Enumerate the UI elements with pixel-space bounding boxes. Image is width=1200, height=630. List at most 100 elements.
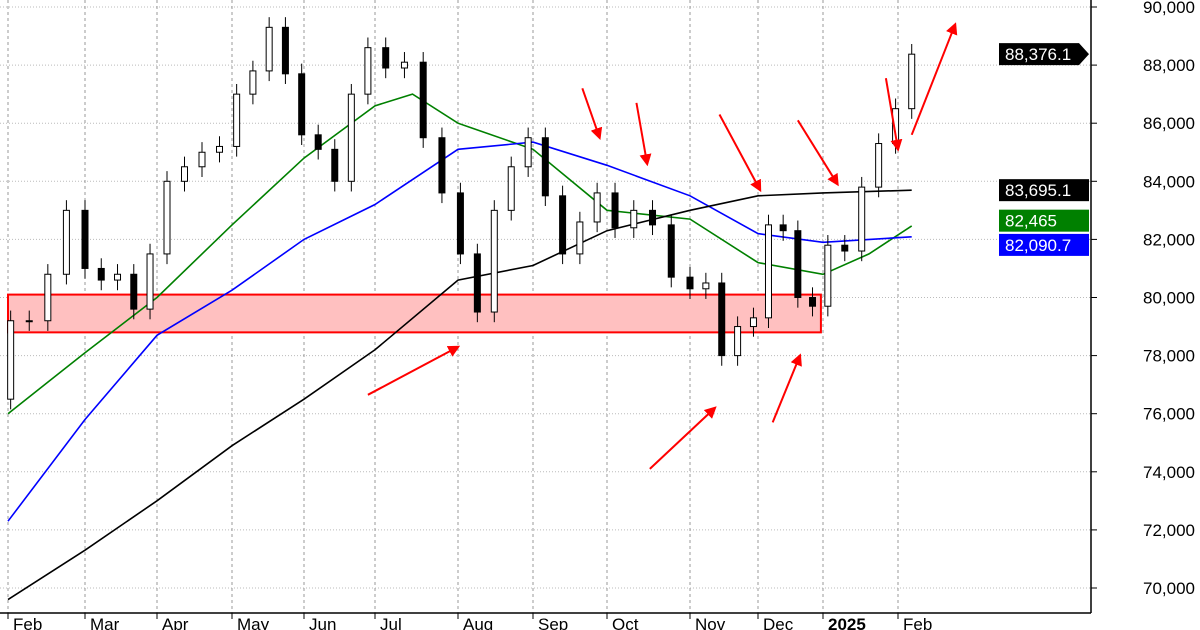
ma-green-tag-bg [999,209,1089,232]
candle-body [593,192,601,223]
candle-body [97,267,105,281]
annotation-arrow [649,406,717,470]
candle [702,272,710,299]
x-tick-label: Aug [463,615,493,630]
y-tick-label: 90,000 [1143,0,1195,17]
candle [649,200,657,236]
candle-body [7,320,15,400]
y-tick-label: 88,000 [1143,56,1195,75]
candle-body [130,273,138,310]
candle [97,258,105,291]
candle [81,200,89,279]
candle-body [749,317,757,328]
candle-body [507,166,515,211]
candle [576,211,584,265]
x-tick-label: Feb [903,615,932,630]
candle-body [44,273,52,322]
candle [364,37,372,105]
candle [438,127,446,204]
candle-body [314,134,322,150]
candle-body [146,253,154,310]
candle [181,156,188,192]
candle [265,17,273,82]
candle-body [438,137,446,194]
annotation-arrow [718,114,762,193]
candle-body [809,297,817,307]
candle [809,287,817,317]
candle [163,171,171,265]
candle [779,214,787,241]
annotation-arrow [367,345,461,396]
y-tick-label: 70,000 [1143,579,1195,598]
candle-body [163,180,171,255]
candle-body [347,93,355,182]
candle [630,200,638,238]
candle-body [824,244,832,307]
annotation-arrow [771,353,802,423]
candle [298,63,306,145]
candle [25,310,33,331]
candle-body [718,282,726,357]
ma-green-tag-text: 82,465 [1005,212,1057,231]
candle-body [114,273,122,281]
x-tick-label: 2025 [828,615,866,630]
candle [824,235,832,317]
candle [841,235,849,262]
candle [473,243,481,323]
candle [908,44,916,119]
candle [216,136,223,163]
candle-body [875,143,883,188]
candle-body [764,224,772,319]
annotation-arrow [884,78,903,152]
candle-body [576,221,584,255]
candle [114,264,122,291]
x-tick-label: Jul [380,615,402,630]
candle-body [686,276,694,290]
candle [281,17,289,84]
candle-body [456,192,464,255]
candle [62,200,70,285]
candle [233,83,241,157]
candle-body [702,282,710,290]
candle [718,272,726,366]
candle [559,185,567,265]
candle-body [249,70,257,95]
candle-body [233,93,241,147]
candle-body [198,151,206,168]
candle-body [400,61,408,69]
candle-body [630,209,638,229]
x-tick-label: Dec [763,615,794,630]
candle-body [62,209,70,275]
candle [524,127,532,177]
moving-average-line-2 [7,189,912,601]
y-tick-label: 78,000 [1143,347,1195,366]
x-tick-label: Nov [695,615,726,630]
ma-blue-tag-bg [999,233,1089,256]
x-tick-label: Jun [309,615,336,630]
candle-body [81,209,89,269]
candle [456,182,464,265]
candle-body [490,209,498,313]
candle [7,310,15,410]
candle-body [25,320,33,323]
y-tick-label: 72,000 [1143,521,1195,540]
moving-average-line-1 [7,141,912,522]
candle-body [611,192,619,229]
candle-body [649,209,657,226]
candle [347,83,355,192]
candle-body [281,26,289,75]
candle [382,37,390,79]
candle-body [794,230,802,298]
annotation-arrow [581,88,603,140]
y-tick-label: 86,000 [1143,114,1195,133]
candle [490,200,498,323]
candle-body [382,47,390,69]
ma-black-tag-text: 83,695.1 [1005,181,1071,200]
candle [875,133,883,198]
annotation-arrow [635,102,652,167]
candle [146,243,154,320]
x-tick-label: Oct [612,615,639,630]
support-zone [7,293,822,334]
candle-body [908,53,916,110]
